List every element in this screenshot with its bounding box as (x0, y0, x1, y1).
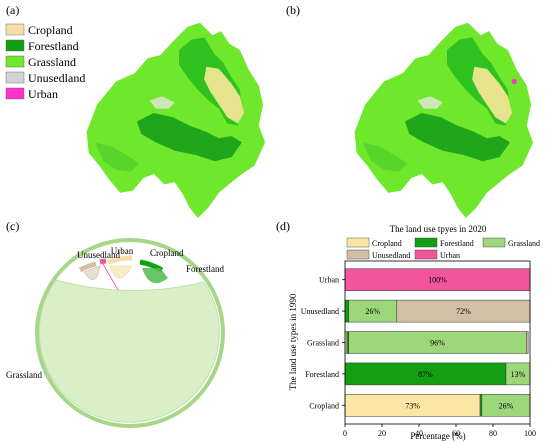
legend-swatch-grassland (5, 55, 25, 68)
data-label-forestland-forestland: 87% (418, 370, 433, 379)
bar-legend-label-forestland: Forestland (440, 239, 474, 248)
legend-swatch-forestland (5, 39, 25, 52)
chord-label-unusedland: Unusedland (77, 250, 120, 260)
legend-label-forestland: Forestland (28, 39, 79, 53)
data-label-forestland-grassland: 13% (511, 370, 526, 379)
data-label-unusedland-grassland: 26% (365, 307, 380, 316)
chord-urban-flow (102, 263, 119, 291)
y-tick-label-unusedland: Unusedland (301, 307, 339, 316)
x-tick-label-20: 20 (378, 429, 386, 438)
bar-unusedland-forestland (344, 299, 349, 323)
bar-legend-swatch-urban (414, 249, 438, 260)
chord-urban-arc (99, 258, 107, 265)
x-tick-label-60: 60 (452, 429, 460, 438)
bar-grassland-forestland (346, 331, 349, 354)
chord-label-grassland: Grassland (6, 370, 42, 380)
x-tick-label-40: 40 (415, 429, 423, 438)
bar-legend-swatch-forestland (414, 237, 438, 248)
legend-label-cropland: Cropland (28, 23, 73, 37)
x-tick-label-0: 0 (343, 429, 347, 438)
x-tick-label-80: 80 (489, 429, 497, 438)
chord-crop-flow (109, 265, 133, 279)
x-axis-label: Percentage (%) (410, 431, 465, 441)
legend-swatch-cropland (5, 23, 25, 36)
y-tick-label-forestland: Forestland (305, 370, 339, 379)
data-label-grassland-grassland: 96% (430, 339, 445, 348)
chart-title: The land use tpyes in 2020 (390, 224, 487, 234)
map-2020 (354, 22, 534, 218)
axes: 0 20 40 60 80 100 Urban Unusedland Grassland Fore… (301, 260, 536, 438)
bar-cropland-forestland (479, 394, 483, 417)
bar-chart: The land use tpyes in 2020 Cropland Fores… (288, 224, 540, 441)
bars (344, 268, 531, 417)
chord-forestland-arc (139, 259, 164, 273)
bar-grassland-unusedland (526, 331, 529, 354)
bar-legend-swatch-cropland (346, 237, 370, 248)
data-label-urban-urban: 100% (428, 276, 447, 285)
chord-forest-flow (142, 268, 168, 284)
bar-legend-label-grassland: Grassland (508, 239, 540, 248)
legend-swatch-urban (5, 87, 25, 100)
y-axis-label: The land use types in 1990 (288, 293, 298, 390)
legend-label-urban: Urban (28, 87, 58, 101)
legend-swatch-unusedland (5, 71, 25, 84)
y-tick-label-urban: Urban (319, 276, 339, 285)
y-tick-label-cropland: Cropland (309, 401, 339, 410)
chord-unused-flow (83, 265, 101, 280)
legend-label-unusedland: Unusedland (28, 71, 85, 85)
chord-diagram (35, 238, 225, 428)
bar-legend: Cropland Forestland Grassland Unusedland Urb… (346, 237, 540, 260)
chord-outer-ring-grassland (35, 238, 225, 428)
chord-cropland-arc (107, 255, 133, 265)
chord-label-urban: Urban (111, 246, 134, 256)
bar-legend-swatch-grassland (482, 237, 506, 248)
x-tick-label-100: 100 (524, 429, 536, 438)
map-1990 (86, 22, 266, 218)
panel-label-d: (d) (276, 219, 290, 233)
data-label-cropland-cropland: 73% (405, 401, 420, 410)
chord-label-forestland: Forestland (186, 264, 224, 274)
panel-label-b: (b) (286, 3, 300, 17)
data-label-cropland-grassland: 26% (499, 401, 514, 410)
data-label-unusedland-unusedland: 72% (456, 307, 471, 316)
bar-legend-label-urban: Urban (440, 251, 460, 260)
chord-grassland-self (38, 279, 220, 423)
bar-legend-swatch-unusedland (346, 249, 370, 260)
chord-unusedland-arc (78, 261, 97, 273)
y-tick-label-grassland: Grassland (307, 339, 339, 348)
panel-label-a: (a) (6, 3, 19, 17)
bar-legend-label-unusedland: Unusedland (372, 251, 410, 260)
panel-label-c: (c) (6, 219, 19, 233)
chord-label-cropland: Cropland (150, 248, 184, 258)
bar-data-labels: 100% 26% 72% 96% 87% 13% 73% 26% (365, 276, 525, 411)
bar-legend-label-cropland: Cropland (372, 239, 402, 248)
map-legend: Cropland Forestland Grassland Unusedland Urb… (5, 23, 85, 101)
legend-label-grassland: Grassland (28, 55, 76, 69)
